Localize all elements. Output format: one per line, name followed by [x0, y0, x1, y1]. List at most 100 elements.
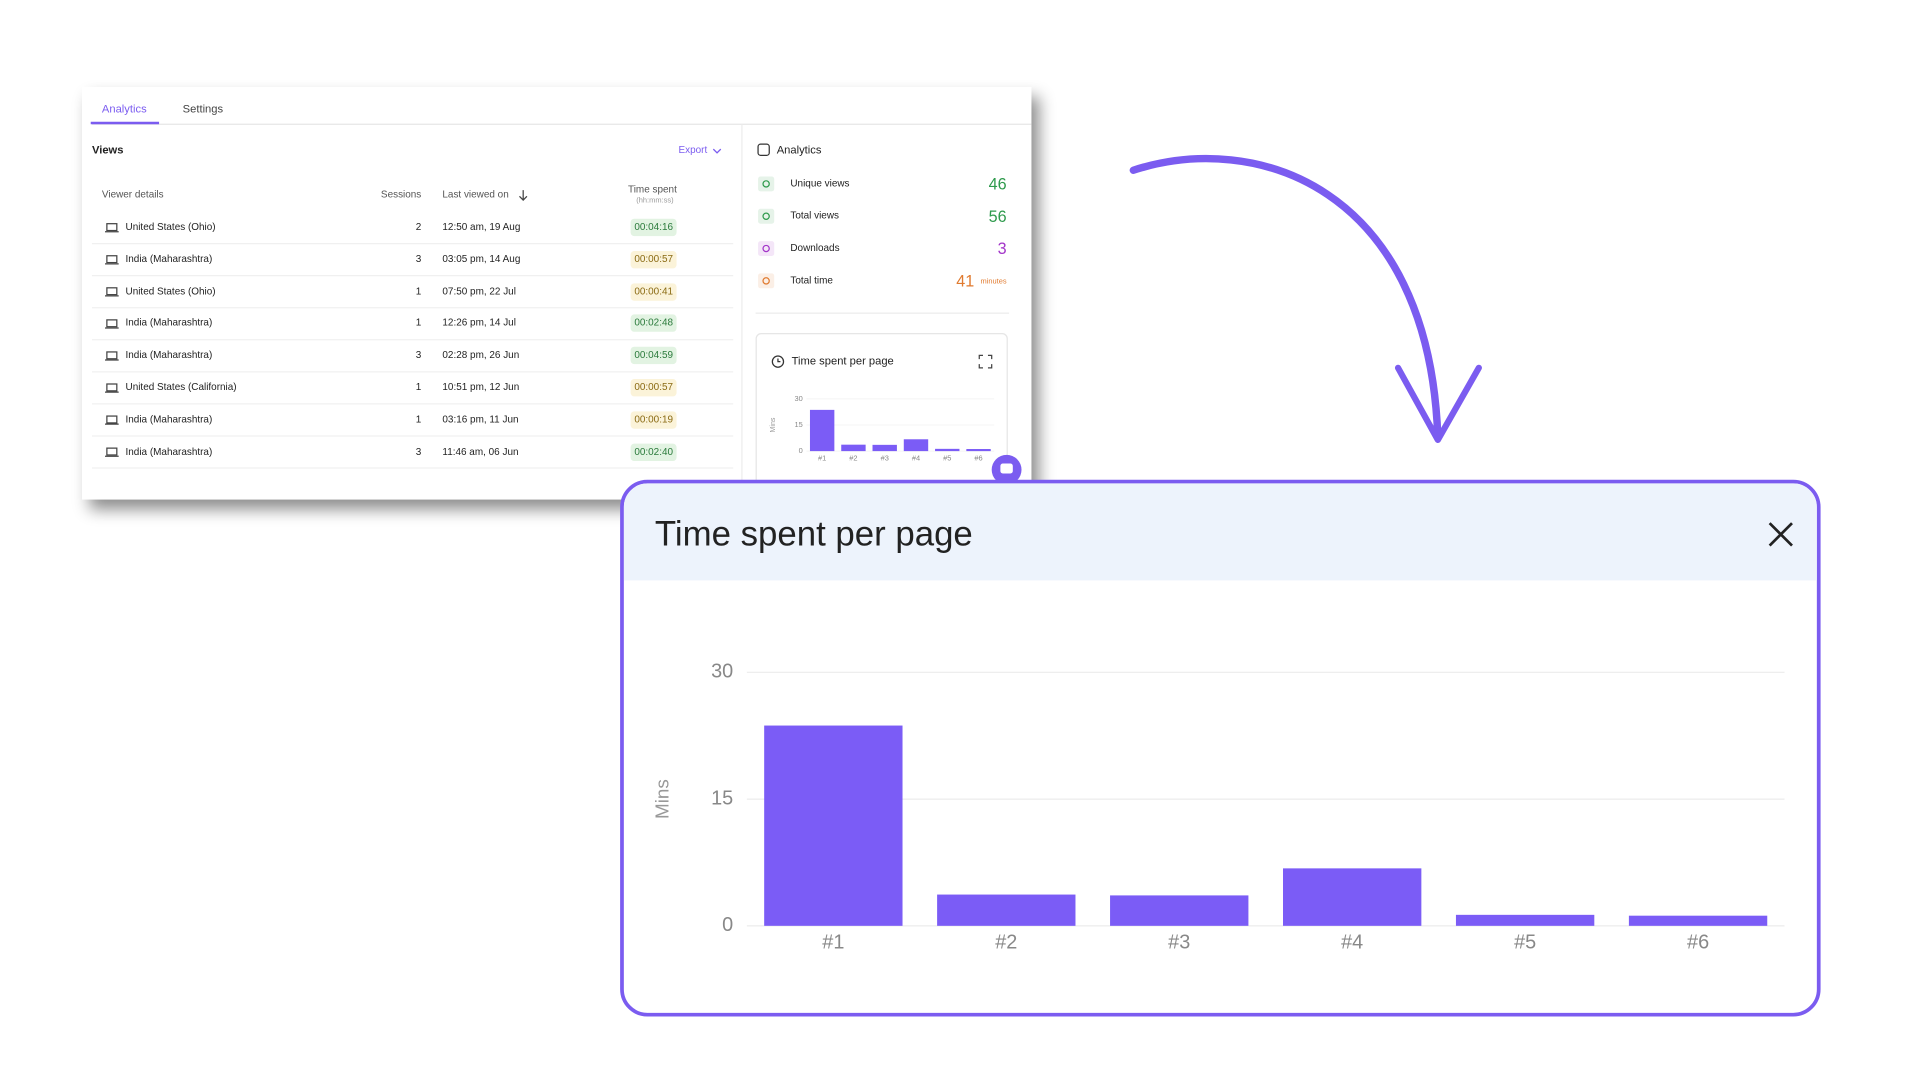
stat-label: Downloads	[790, 242, 840, 254]
export-button[interactable]: Export	[678, 144, 708, 156]
bar	[872, 444, 897, 452]
bar	[1283, 868, 1422, 926]
x-tick-label: #6	[1687, 931, 1709, 953]
stat-label: Unique views	[790, 177, 850, 189]
device-icon	[106, 415, 118, 424]
device-icon	[106, 319, 118, 328]
modal-title: Time spent per page	[654, 514, 973, 554]
close-icon	[1768, 522, 1793, 547]
sessions: 3	[415, 445, 422, 457]
viewer: India (Maharashtra)	[125, 445, 213, 457]
viewer: United States (California)	[125, 381, 237, 393]
sessions: 1	[415, 381, 422, 393]
y-tick-label: 0	[722, 914, 733, 936]
y-tick-label: 30	[795, 394, 803, 403]
y-axis-label: Mins	[769, 417, 777, 432]
last-viewed: 03:16 pm, 11 Jun	[442, 413, 519, 425]
clock-icon	[771, 355, 785, 368]
last-viewed: 03:05 pm, 14 Aug	[442, 253, 521, 265]
sessions: 2	[415, 221, 422, 233]
bar	[1110, 895, 1249, 926]
time-spent: 00:00:57	[630, 250, 677, 269]
viewer: India (Maharashtra)	[125, 349, 213, 361]
sessions: 1	[415, 285, 422, 297]
last-viewed: 02:28 pm, 26 Jun	[442, 349, 520, 361]
mini-chart-title: Time spent per page	[791, 354, 894, 368]
time-spent: 00:04:16	[630, 218, 677, 237]
time-spent: 00:04:59	[630, 346, 677, 365]
x-tick-label: #4	[912, 454, 920, 463]
x-tick-label: #3	[1168, 931, 1190, 953]
analytics-icon	[757, 143, 770, 156]
last-viewed: 07:50 pm, 22 Jul	[442, 285, 516, 297]
tab[interactable]: Analytics	[101, 102, 147, 115]
device-icon	[106, 255, 118, 264]
stat-icon	[758, 208, 775, 224]
y-tick-label: 15	[711, 787, 733, 809]
viewer: United States (Ohio)	[125, 285, 216, 297]
expand-icon[interactable]	[978, 354, 993, 369]
stat-label: Total views	[790, 210, 839, 222]
last-viewed: 12:26 pm, 14 Jul	[442, 317, 516, 329]
clock-hand	[777, 358, 781, 363]
bar	[935, 448, 960, 452]
column-unit: (hh:mm:ss)	[636, 197, 674, 206]
x-tick-label: #4	[1341, 931, 1363, 953]
time-spent: 00:00:41	[630, 282, 677, 301]
section-title: Views	[91, 143, 124, 156]
arrow-head	[1394, 364, 1482, 444]
bar	[764, 725, 903, 926]
stat-value: 56	[988, 206, 1007, 226]
x-tick-label: #5	[943, 454, 951, 463]
device-icon	[106, 351, 118, 360]
sessions: 3	[415, 253, 422, 265]
last-viewed: 12:50 am, 19 Aug	[442, 221, 521, 233]
column-header: Last viewed on	[442, 188, 509, 201]
x-tick-label: #1	[818, 454, 826, 463]
stat-icon	[758, 273, 775, 289]
time-spent: 00:02:48	[630, 314, 677, 333]
stat-icon-dot	[762, 212, 770, 220]
sort-icon[interactable]	[519, 190, 528, 201]
sessions: 1	[415, 317, 422, 329]
x-tick-label: #3	[881, 454, 889, 463]
time-spent: 00:00:19	[630, 411, 677, 429]
y-tick-label: 30	[711, 661, 733, 683]
stat-value: 46	[988, 174, 1007, 194]
stat-icon	[758, 241, 775, 257]
x-tick-label: #2	[995, 931, 1017, 953]
close-button[interactable]	[1765, 518, 1797, 550]
sessions: 1	[415, 413, 422, 425]
column-header: Viewer details	[101, 188, 164, 201]
bar	[966, 449, 991, 452]
y-tick-label: 15	[795, 420, 803, 429]
device-icon	[106, 383, 118, 392]
bar	[809, 409, 835, 452]
stat-icon-dot	[762, 180, 770, 188]
stat-unit: minutes	[980, 278, 1007, 286]
stat-icon	[758, 176, 775, 192]
export-chevron[interactable]	[712, 148, 722, 154]
modal-header: Time spent per page	[623, 483, 1817, 581]
stat-value: 41	[956, 271, 975, 291]
viewer: United States (Ohio)	[125, 221, 216, 233]
tab[interactable]: Settings	[182, 102, 224, 115]
stat-value: 3	[997, 239, 1007, 258]
viewer: India (Maharashtra)	[125, 253, 213, 265]
bar	[903, 439, 929, 452]
y-tick-label: 0	[799, 446, 803, 455]
device-icon	[106, 223, 118, 232]
stat-icon-dot	[762, 277, 770, 285]
bar	[841, 444, 866, 452]
stat-label: Total time	[790, 274, 833, 286]
time-spent: 00:02:40	[630, 443, 677, 461]
stat-icon-dot	[762, 244, 770, 253]
arrow-curve	[1129, 155, 1442, 442]
x-tick-label: #2	[849, 454, 857, 463]
